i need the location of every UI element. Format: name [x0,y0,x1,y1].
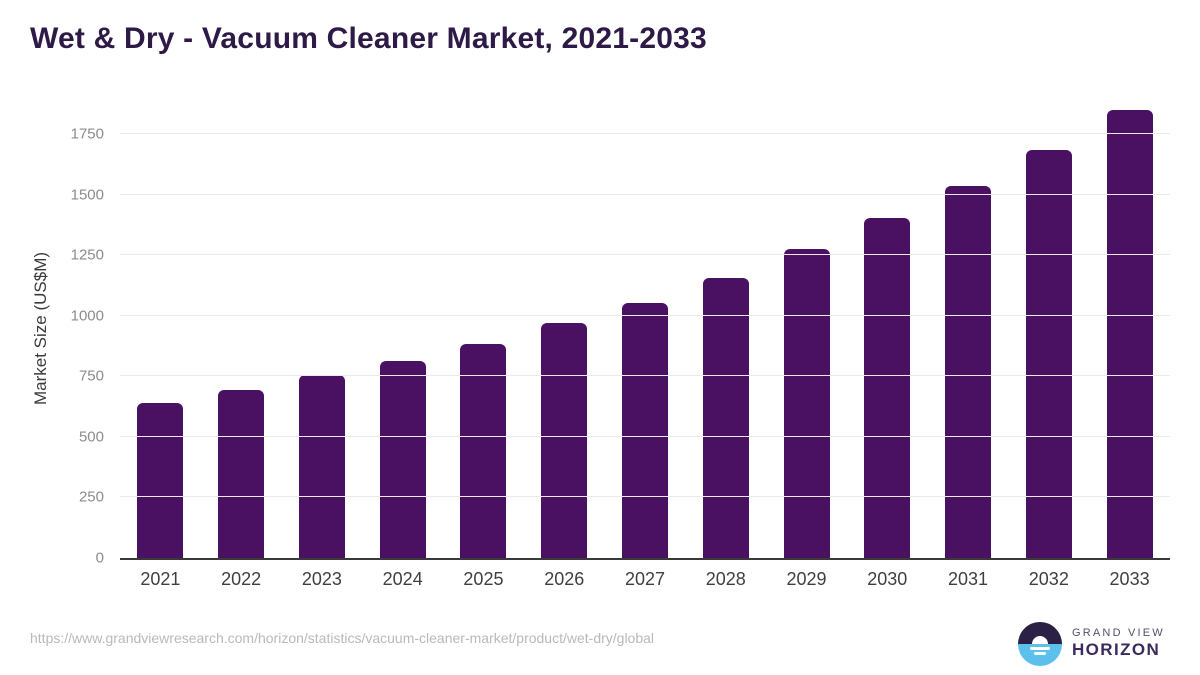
x-tick-label-2026: 2026 [544,569,585,589]
y-axis-ticks: 0 250 500 750 1000 1250 1500 1750 [0,98,104,566]
bar-slot-2030 [847,218,928,558]
bar-2026[interactable] [541,323,588,558]
bar-slot-2031 [928,186,1009,558]
sunrise-horizon-circle-icon [1018,622,1062,666]
gridline-1750 [120,133,1170,135]
bar-slot-2024 [362,361,443,558]
gridline-1250 [120,254,1170,256]
x-tick-label-2024: 2024 [382,569,423,589]
bar-slot-2021 [120,403,201,558]
logo-horizon-text: HORIZON [1072,640,1161,660]
logo-reflection-line [1030,647,1050,650]
bar-slot-2032 [1008,150,1089,558]
y-tick-label-1250: 1250 [70,246,104,264]
bar-2027[interactable] [621,303,668,558]
x-tick-label-2027: 2027 [624,569,665,589]
y-tick-label-1500: 1500 [70,186,104,204]
x-axis-labels: 2021 2022 2023 2024 2025 2026 2027 2028 2029 2030… [120,569,1170,590]
gridline-1500 [120,193,1170,195]
bar-2023[interactable] [298,375,345,558]
logo-reflection-line [1034,652,1046,655]
x-tick-label-2033: 2033 [1109,569,1150,589]
bar-slot-2026 [524,323,605,558]
bar-slot-2029 [766,249,847,558]
x-tick-label-2023: 2023 [301,569,342,589]
y-tick-label-750: 750 [78,367,104,385]
y-tick-label-250: 250 [78,488,104,506]
logo-sky-half [1018,622,1062,644]
bar-2022[interactable] [218,390,265,558]
bar-slot-2033 [1089,110,1170,558]
x-tick-label-2028: 2028 [705,569,746,589]
logo-grand-view-text: GRAND VIEW [1072,627,1165,640]
gridline-1000 [120,314,1170,316]
x-tick-label-2025: 2025 [463,569,504,589]
bar-2024[interactable] [379,361,426,558]
gridline-250 [120,496,1170,498]
bar-slot-2028 [685,278,766,558]
bar-2030[interactable] [864,218,911,558]
x-tick-label-2031: 2031 [948,569,989,589]
x-tick-label-2022: 2022 [221,569,262,589]
y-tick-label-0: 0 [95,549,104,567]
source-url-text: https://www.grandviewresearch.com/horizo… [30,630,655,646]
y-tick-label-500: 500 [78,428,104,446]
bar-slot-2025 [443,344,524,558]
bar-2033[interactable] [1106,110,1153,558]
bar-2021[interactable] [137,403,184,558]
x-tick-label-2032: 2032 [1028,569,1069,589]
bars-row [120,98,1170,558]
logo-wordmark: GRAND VIEW HORIZON [1072,627,1165,661]
plot-area [120,98,1170,560]
bar-2029[interactable] [783,249,830,558]
bar-slot-2022 [201,390,282,558]
chart-title: Wet & Dry - Vacuum Cleaner Market, 2021-… [30,22,707,55]
gridline-750 [120,375,1170,377]
bar-slot-2027 [605,303,686,558]
bar-2025[interactable] [460,344,507,558]
logo-sun-icon [1032,636,1048,644]
x-tick-label-2021: 2021 [140,569,181,589]
bar-2032[interactable] [1025,150,1072,558]
bar-2028[interactable] [702,278,749,558]
grand-view-horizon-logo: GRAND VIEW HORIZON [1018,622,1165,666]
gridline-500 [120,435,1170,437]
x-tick-label-2029: 2029 [786,569,827,589]
x-tick-label-2030: 2030 [867,569,908,589]
logo-sea-half [1018,644,1062,666]
y-tick-label-1000: 1000 [70,307,104,325]
bar-2031[interactable] [945,186,992,558]
bar-slot-2023 [282,375,363,558]
y-tick-label-1750: 1750 [70,125,104,143]
